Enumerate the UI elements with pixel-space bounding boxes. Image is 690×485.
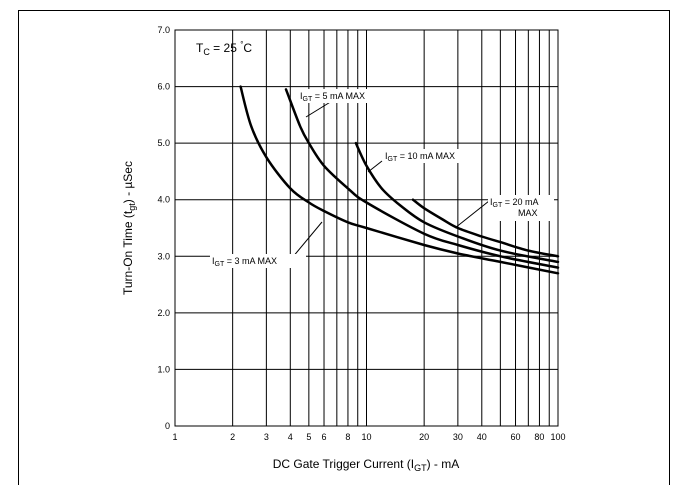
condition-label: TC = 25 °C [196, 40, 252, 57]
series-label-igt-3ma: IGT = 3 mA MAX [212, 256, 277, 268]
x-tick-label: 100 [550, 432, 565, 442]
series-line-igt-20ma [411, 198, 560, 258]
x-tick-label: 3 [264, 432, 269, 442]
y-axis-label: Turn-On Time (tgt) - µSec [121, 161, 137, 295]
x-tick-label: 6 [322, 432, 327, 442]
x-tick-labels: 1 2 3 4 5 6 8 10 20 30 40 60 80 100 [172, 432, 565, 442]
y-tick-label: 0 [165, 421, 170, 431]
series-lines [239, 85, 560, 275]
y-tick-label: 1.0 [157, 364, 170, 374]
series-label-igt-20ma: IGT = 20 mA MAX [490, 197, 539, 218]
y-tick-labels: 0 1.0 2.0 3.0 4.0 5.0 6.0 7.0 [157, 25, 170, 431]
x-tick-label: 60 [511, 432, 521, 442]
annotation-backing [488, 195, 554, 221]
y-tick-label: 3.0 [157, 251, 170, 261]
series-line-igt-10ma [354, 141, 560, 264]
series-annotations: IGT = 3 mA MAX IGT = 5 mA MAX IGT = 10 mA … [210, 89, 554, 268]
series-label-igt-5ma: IGT = 5 mA MAX [300, 91, 365, 103]
x-tick-label: 8 [345, 432, 350, 442]
x-tick-label: 80 [534, 432, 544, 442]
grid-lines [175, 30, 558, 426]
y-tick-label: 4.0 [157, 195, 170, 205]
figure-frame [18, 10, 670, 485]
series-line-igt-5ma [284, 88, 560, 269]
annotation-leader [305, 100, 333, 118]
x-tick-label: 20 [419, 432, 429, 442]
x-tick-label: 1 [172, 432, 177, 442]
annotation-backing [383, 149, 479, 163]
x-tick-label: 2 [230, 432, 235, 442]
annotation-leader [367, 160, 383, 173]
x-tick-label: 40 [477, 432, 487, 442]
x-axis-label: DC Gate Trigger Current (IGT) - mA [273, 457, 460, 473]
annotation-leader [454, 200, 490, 229]
annotation-backing [298, 89, 394, 103]
y-tick-label: 2.0 [157, 308, 170, 318]
x-tick-label: 10 [361, 432, 371, 442]
series-label-igt-10ma: IGT = 10 mA MAX [385, 151, 455, 163]
annotation-leader [291, 221, 323, 259]
x-tick-label: 5 [306, 432, 311, 442]
series-line-igt-3ma [239, 85, 560, 275]
y-tick-label: 6.0 [157, 82, 170, 92]
y-tick-label: 5.0 [157, 138, 170, 148]
x-tick-label: 4 [288, 432, 293, 442]
x-tick-label: 30 [453, 432, 463, 442]
annotation-backing [210, 254, 306, 268]
y-tick-label: 7.0 [157, 25, 170, 35]
